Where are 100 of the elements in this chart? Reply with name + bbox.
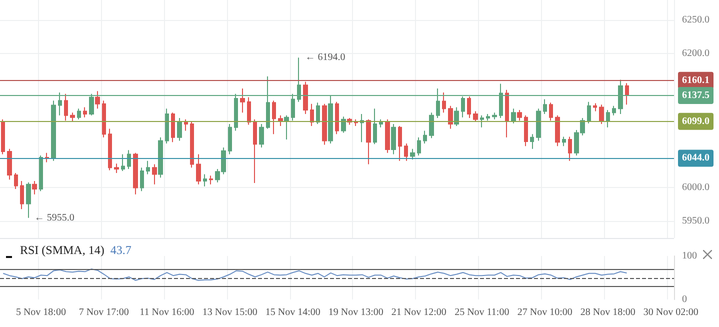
- candlestick: [32, 180, 37, 195]
- candlestick: [83, 106, 87, 118]
- candlestick: [284, 114, 289, 140]
- x-tick-label: 13 Nov 15:00: [202, 307, 258, 318]
- candlestick: [366, 118, 371, 165]
- y-tick-label: 6250.0: [682, 14, 710, 26]
- candlestick: [568, 136, 572, 162]
- y-tick-label: 0: [682, 294, 687, 305]
- candlestick: [316, 102, 320, 125]
- candlestick: [77, 108, 81, 120]
- candlestick: [51, 100, 56, 162]
- candlestick: [322, 103, 327, 146]
- ref-line-label: 6044.0: [682, 152, 710, 164]
- x-tick-label: 5 Nov 18:00: [16, 307, 66, 318]
- annotation: ← 6194.0: [305, 52, 346, 64]
- candlestick: [587, 101, 591, 124]
- candlestick: [20, 180, 24, 210]
- candlestick: [95, 90, 100, 110]
- candlestick: [543, 98, 547, 114]
- candlestick: [209, 175, 213, 185]
- candlestick: [442, 92, 446, 114]
- candlestick: [480, 114, 484, 128]
- candlestick: [272, 100, 276, 135]
- candlestick: [379, 118, 383, 128]
- candlestick: [625, 82, 629, 106]
- candlestick: [354, 118, 358, 127]
- candlestick: [45, 152, 49, 163]
- candlestick: [114, 163, 119, 174]
- candlestick: [108, 128, 112, 171]
- candlestick: [562, 136, 566, 147]
- x-tick-label: 30 Nov 02:00: [643, 307, 698, 318]
- ref-line-label: 6137.5: [682, 90, 710, 102]
- candlestick: [549, 102, 553, 122]
- x-tick-label: 21 Nov 12:00: [391, 307, 446, 318]
- candlestick: [177, 117, 182, 142]
- candlestick: [127, 150, 131, 170]
- candlestick: [492, 112, 497, 120]
- candlestick: [599, 104, 604, 125]
- candlestick: [467, 96, 471, 118]
- candlestick: [373, 108, 377, 145]
- candlestick: [593, 102, 597, 112]
- candlestick: [196, 154, 201, 185]
- candlestick: [310, 103, 314, 127]
- line-series: [2, 268, 628, 281]
- candlestick: [165, 108, 169, 144]
- ref-line-label: 6160.1: [682, 74, 710, 86]
- candlestick: [102, 100, 106, 138]
- x-tick-label: 25 Nov 11:00: [454, 307, 510, 318]
- candlestick: [555, 114, 560, 147]
- x-tick-label: 27 Nov 10:00: [517, 307, 572, 318]
- candlestick: [184, 118, 188, 132]
- candlestick: [247, 96, 251, 126]
- candlestick: [429, 112, 434, 139]
- candlestick: [26, 182, 31, 218]
- candlestick: [70, 112, 75, 123]
- candlestick: [7, 148, 12, 180]
- chart-title: RSI (SMMA, 14): [20, 243, 104, 257]
- candlestick: [158, 136, 163, 178]
- candlestick: [278, 114, 283, 127]
- candlestick: [335, 101, 339, 135]
- candlestick: [398, 126, 402, 162]
- candlestick: [360, 113, 364, 143]
- candlestick: [253, 118, 257, 184]
- candlestick: [505, 89, 509, 138]
- y-tick-label: 100: [682, 250, 697, 262]
- candlestick: [133, 152, 138, 195]
- candlestick: [259, 124, 264, 148]
- candlestick: [612, 105, 616, 116]
- candlestick: [473, 110, 478, 123]
- candlestick: [410, 148, 415, 160]
- y-tick-label: 6000.0: [682, 182, 710, 194]
- candlestick: [64, 93, 68, 122]
- y-tick-label: 6200.0: [682, 48, 710, 60]
- candlestick: [14, 172, 18, 190]
- candlestick: [517, 109, 522, 122]
- x-tick-label: 7 Nov 17:00: [78, 307, 129, 318]
- candlestick: [39, 155, 43, 192]
- candlestick: [240, 88, 245, 114]
- annotation: ← 5955.0: [34, 212, 74, 224]
- candlestick: [190, 122, 194, 168]
- candlestick: [606, 109, 610, 128]
- candlestick: [303, 81, 308, 114]
- candlestick: [391, 124, 396, 155]
- candlestick: [530, 134, 534, 150]
- candlestick: [341, 116, 346, 134]
- candlestick: [417, 136, 421, 156]
- candlestick: [385, 118, 390, 154]
- candlestick: [228, 124, 232, 155]
- candlestick: [1, 118, 5, 155]
- candlestick: [448, 105, 453, 130]
- candlestick: [524, 114, 528, 147]
- candlestick: [511, 108, 516, 124]
- candlestick: [121, 154, 125, 172]
- candlestick: [404, 142, 408, 162]
- x-tick-label: 19 Nov 13:00: [328, 307, 384, 318]
- x-tick-label: 28 Nov 18:00: [580, 307, 636, 318]
- x-tick-label: 11 Nov 16:00: [140, 307, 194, 318]
- candlestick: [486, 113, 490, 122]
- candlestick: [454, 106, 459, 127]
- x-tick-label: 15 Nov 14:00: [265, 307, 320, 318]
